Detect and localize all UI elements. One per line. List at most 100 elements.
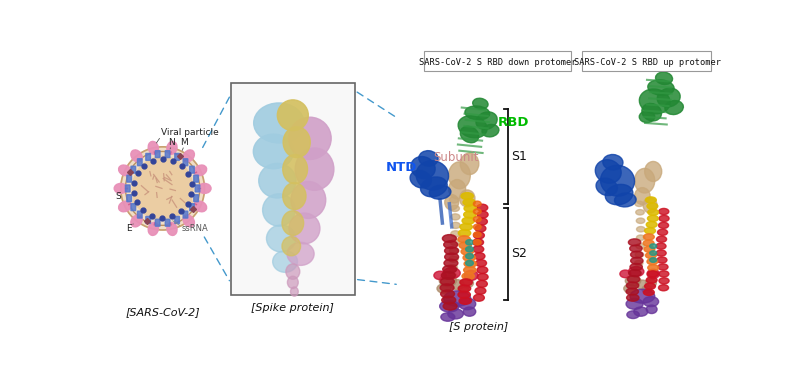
Ellipse shape — [643, 289, 654, 295]
Ellipse shape — [450, 239, 460, 246]
Ellipse shape — [450, 280, 464, 290]
Ellipse shape — [637, 235, 645, 241]
FancyBboxPatch shape — [127, 175, 131, 182]
Ellipse shape — [168, 165, 179, 174]
Ellipse shape — [477, 273, 488, 280]
Ellipse shape — [482, 124, 499, 137]
Ellipse shape — [429, 185, 451, 199]
FancyBboxPatch shape — [184, 159, 188, 166]
Ellipse shape — [464, 211, 476, 218]
Ellipse shape — [646, 305, 657, 314]
Ellipse shape — [181, 198, 192, 207]
Ellipse shape — [460, 153, 479, 175]
Ellipse shape — [603, 154, 623, 170]
Ellipse shape — [473, 232, 481, 237]
Ellipse shape — [460, 126, 479, 143]
Ellipse shape — [465, 260, 473, 266]
Ellipse shape — [629, 267, 644, 277]
Ellipse shape — [650, 244, 657, 249]
Ellipse shape — [650, 258, 657, 262]
FancyBboxPatch shape — [195, 185, 200, 192]
Ellipse shape — [444, 268, 460, 278]
FancyBboxPatch shape — [175, 154, 180, 160]
Ellipse shape — [449, 256, 458, 262]
Ellipse shape — [448, 309, 464, 319]
Ellipse shape — [658, 285, 669, 291]
FancyBboxPatch shape — [165, 151, 170, 157]
Ellipse shape — [657, 236, 667, 242]
FancyBboxPatch shape — [155, 151, 160, 157]
Ellipse shape — [626, 294, 639, 301]
Bar — [231, 83, 355, 295]
Ellipse shape — [443, 235, 456, 242]
Ellipse shape — [629, 270, 641, 277]
Ellipse shape — [295, 148, 334, 190]
Ellipse shape — [477, 211, 488, 218]
Ellipse shape — [459, 242, 472, 249]
Ellipse shape — [650, 251, 657, 255]
Ellipse shape — [473, 224, 481, 229]
Ellipse shape — [477, 267, 488, 273]
Ellipse shape — [639, 89, 671, 114]
Ellipse shape — [646, 252, 656, 259]
Ellipse shape — [434, 271, 446, 280]
Ellipse shape — [643, 198, 657, 213]
Ellipse shape — [460, 223, 473, 231]
Ellipse shape — [118, 165, 131, 176]
Ellipse shape — [458, 229, 471, 237]
FancyBboxPatch shape — [155, 219, 160, 226]
FancyBboxPatch shape — [165, 219, 170, 226]
Ellipse shape — [463, 254, 476, 261]
FancyBboxPatch shape — [423, 51, 571, 71]
Ellipse shape — [465, 240, 473, 245]
Ellipse shape — [462, 217, 474, 224]
Ellipse shape — [183, 215, 195, 227]
Text: SARS-CoV-2 S RBD up protomer: SARS-CoV-2 S RBD up protomer — [573, 57, 720, 67]
Text: S2: S2 — [511, 247, 527, 260]
Ellipse shape — [475, 287, 486, 294]
Ellipse shape — [443, 302, 457, 310]
Ellipse shape — [647, 271, 658, 277]
Ellipse shape — [287, 276, 298, 288]
Ellipse shape — [626, 288, 638, 295]
Ellipse shape — [658, 264, 668, 270]
Ellipse shape — [630, 257, 643, 264]
Ellipse shape — [465, 247, 473, 252]
FancyBboxPatch shape — [190, 204, 194, 211]
Ellipse shape — [659, 278, 669, 284]
Ellipse shape — [646, 279, 656, 287]
Ellipse shape — [133, 198, 144, 207]
Ellipse shape — [121, 147, 204, 230]
Ellipse shape — [634, 188, 650, 205]
Ellipse shape — [419, 151, 438, 166]
Ellipse shape — [636, 280, 649, 289]
Ellipse shape — [655, 72, 672, 85]
Ellipse shape — [448, 273, 457, 279]
FancyBboxPatch shape — [138, 211, 142, 218]
Ellipse shape — [167, 141, 177, 154]
Ellipse shape — [460, 190, 475, 207]
Ellipse shape — [444, 241, 458, 249]
Ellipse shape — [474, 253, 485, 260]
Ellipse shape — [194, 165, 207, 176]
Ellipse shape — [283, 127, 310, 158]
Ellipse shape — [642, 285, 652, 293]
Ellipse shape — [144, 176, 155, 185]
Ellipse shape — [131, 150, 142, 162]
Ellipse shape — [657, 88, 680, 107]
Ellipse shape — [465, 106, 489, 120]
Ellipse shape — [473, 232, 485, 239]
Ellipse shape — [441, 272, 456, 279]
Ellipse shape — [473, 209, 481, 214]
Ellipse shape — [596, 178, 617, 196]
Ellipse shape — [147, 165, 157, 174]
Ellipse shape — [461, 193, 473, 200]
Text: [SARS-CoV-2]: [SARS-CoV-2] — [126, 307, 200, 317]
Ellipse shape — [473, 98, 488, 109]
Ellipse shape — [625, 276, 641, 286]
FancyBboxPatch shape — [131, 166, 135, 173]
FancyBboxPatch shape — [184, 211, 188, 218]
Ellipse shape — [254, 134, 294, 169]
Ellipse shape — [636, 244, 645, 249]
Ellipse shape — [636, 210, 644, 215]
